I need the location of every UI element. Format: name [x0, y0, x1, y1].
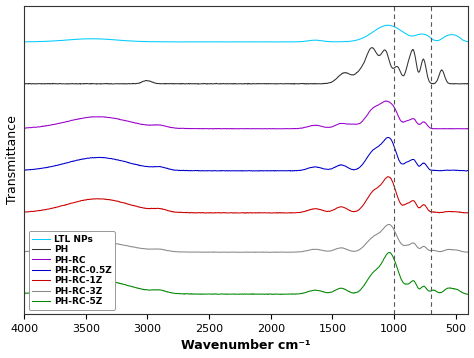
PH-RC	[117, 117, 122, 121]
PH-RC	[290, 126, 295, 131]
Y-axis label: Transmittance: Transmittance	[6, 115, 18, 204]
PH	[423, 67, 429, 72]
PH-RC-5Z	[465, 292, 471, 296]
PH	[146, 79, 151, 83]
PH-RC-0.5Z	[465, 169, 471, 173]
PH-RC	[383, 99, 389, 103]
PH-RC-1Z	[385, 175, 391, 179]
PH	[369, 45, 374, 50]
PH-RC	[21, 126, 27, 130]
PH-RC-0.5Z	[21, 168, 27, 172]
PH-RC-0.5Z	[117, 158, 122, 163]
PH-RC-3Z	[290, 250, 296, 254]
LTL NPs	[21, 40, 27, 44]
PH-RC	[423, 121, 429, 126]
PH-RC	[298, 126, 303, 130]
LTL NPs	[145, 39, 151, 44]
PH-RC-5Z	[145, 288, 151, 292]
PH-RC-1Z	[465, 211, 471, 215]
LTL NPs	[423, 33, 429, 37]
PH	[117, 82, 122, 86]
PH-RC-3Z	[386, 222, 392, 227]
Line: PH-RC-1Z: PH-RC-1Z	[24, 177, 468, 213]
Line: PH-RC-0.5Z: PH-RC-0.5Z	[24, 137, 468, 171]
PH-RC-5Z	[423, 286, 429, 291]
PH-RC-0.5Z	[290, 169, 296, 173]
Line: LTL NPs: LTL NPs	[24, 25, 468, 42]
Line: PH: PH	[24, 48, 468, 84]
PH-RC-3Z	[117, 242, 122, 246]
PH	[21, 82, 27, 86]
LTL NPs	[117, 38, 122, 42]
LTL NPs	[465, 40, 471, 44]
PH-RC-3Z	[145, 247, 151, 251]
PH-RC-5Z	[290, 292, 296, 296]
LTL NPs	[386, 23, 392, 27]
PH-RC-1Z	[243, 211, 248, 215]
PH-RC-5Z	[386, 250, 392, 255]
PH	[465, 81, 471, 86]
PH	[110, 82, 116, 86]
PH-RC-5Z	[21, 292, 27, 296]
PH	[290, 82, 296, 86]
PH-RC-1Z	[117, 200, 122, 204]
PH-RC-0.5Z	[298, 168, 303, 172]
PH-RC-5Z	[465, 292, 471, 296]
PH-RC-1Z	[21, 210, 27, 214]
Legend: LTL NPs, PH, PH-RC, PH-RC-0.5Z, PH-RC-1Z, PH-RC-3Z, PH-RC-5Z: LTL NPs, PH, PH-RC, PH-RC-0.5Z, PH-RC-1Z…	[28, 231, 115, 310]
PH	[298, 82, 303, 86]
PH-RC-0.5Z	[255, 169, 260, 173]
LTL NPs	[290, 40, 296, 44]
PH-RC-1Z	[290, 211, 296, 215]
PH-RC-5Z	[277, 292, 283, 297]
LTL NPs	[465, 40, 471, 44]
PH-RC	[145, 123, 151, 127]
LTL NPs	[298, 39, 303, 44]
PH-RC-3Z	[423, 246, 429, 250]
PH-RC-5Z	[117, 281, 122, 285]
Line: PH-RC-5Z: PH-RC-5Z	[24, 252, 468, 295]
PH-RC-0.5Z	[465, 169, 471, 173]
PH-RC-3Z	[465, 250, 471, 254]
PH-RC-5Z	[298, 291, 303, 296]
PH-RC	[449, 127, 455, 131]
PH-RC	[465, 126, 471, 131]
X-axis label: Wavenumber cm⁻¹: Wavenumber cm⁻¹	[182, 339, 311, 352]
Line: PH-RC: PH-RC	[24, 101, 468, 129]
PH-RC-0.5Z	[423, 163, 429, 167]
PH-RC-0.5Z	[145, 165, 151, 169]
Line: PH-RC-3Z: PH-RC-3Z	[24, 224, 468, 252]
PH-RC-3Z	[268, 250, 273, 255]
PH-RC-1Z	[465, 211, 471, 215]
PH-RC-3Z	[465, 250, 471, 254]
PH-RC	[465, 127, 471, 131]
PH	[465, 82, 471, 86]
PH-RC-1Z	[145, 207, 151, 211]
PH-RC-3Z	[298, 250, 303, 254]
PH-RC-1Z	[423, 205, 429, 209]
PH-RC-1Z	[298, 210, 303, 214]
LTL NPs	[182, 40, 187, 44]
PH-RC-0.5Z	[385, 135, 391, 140]
PH-RC-3Z	[21, 250, 27, 254]
